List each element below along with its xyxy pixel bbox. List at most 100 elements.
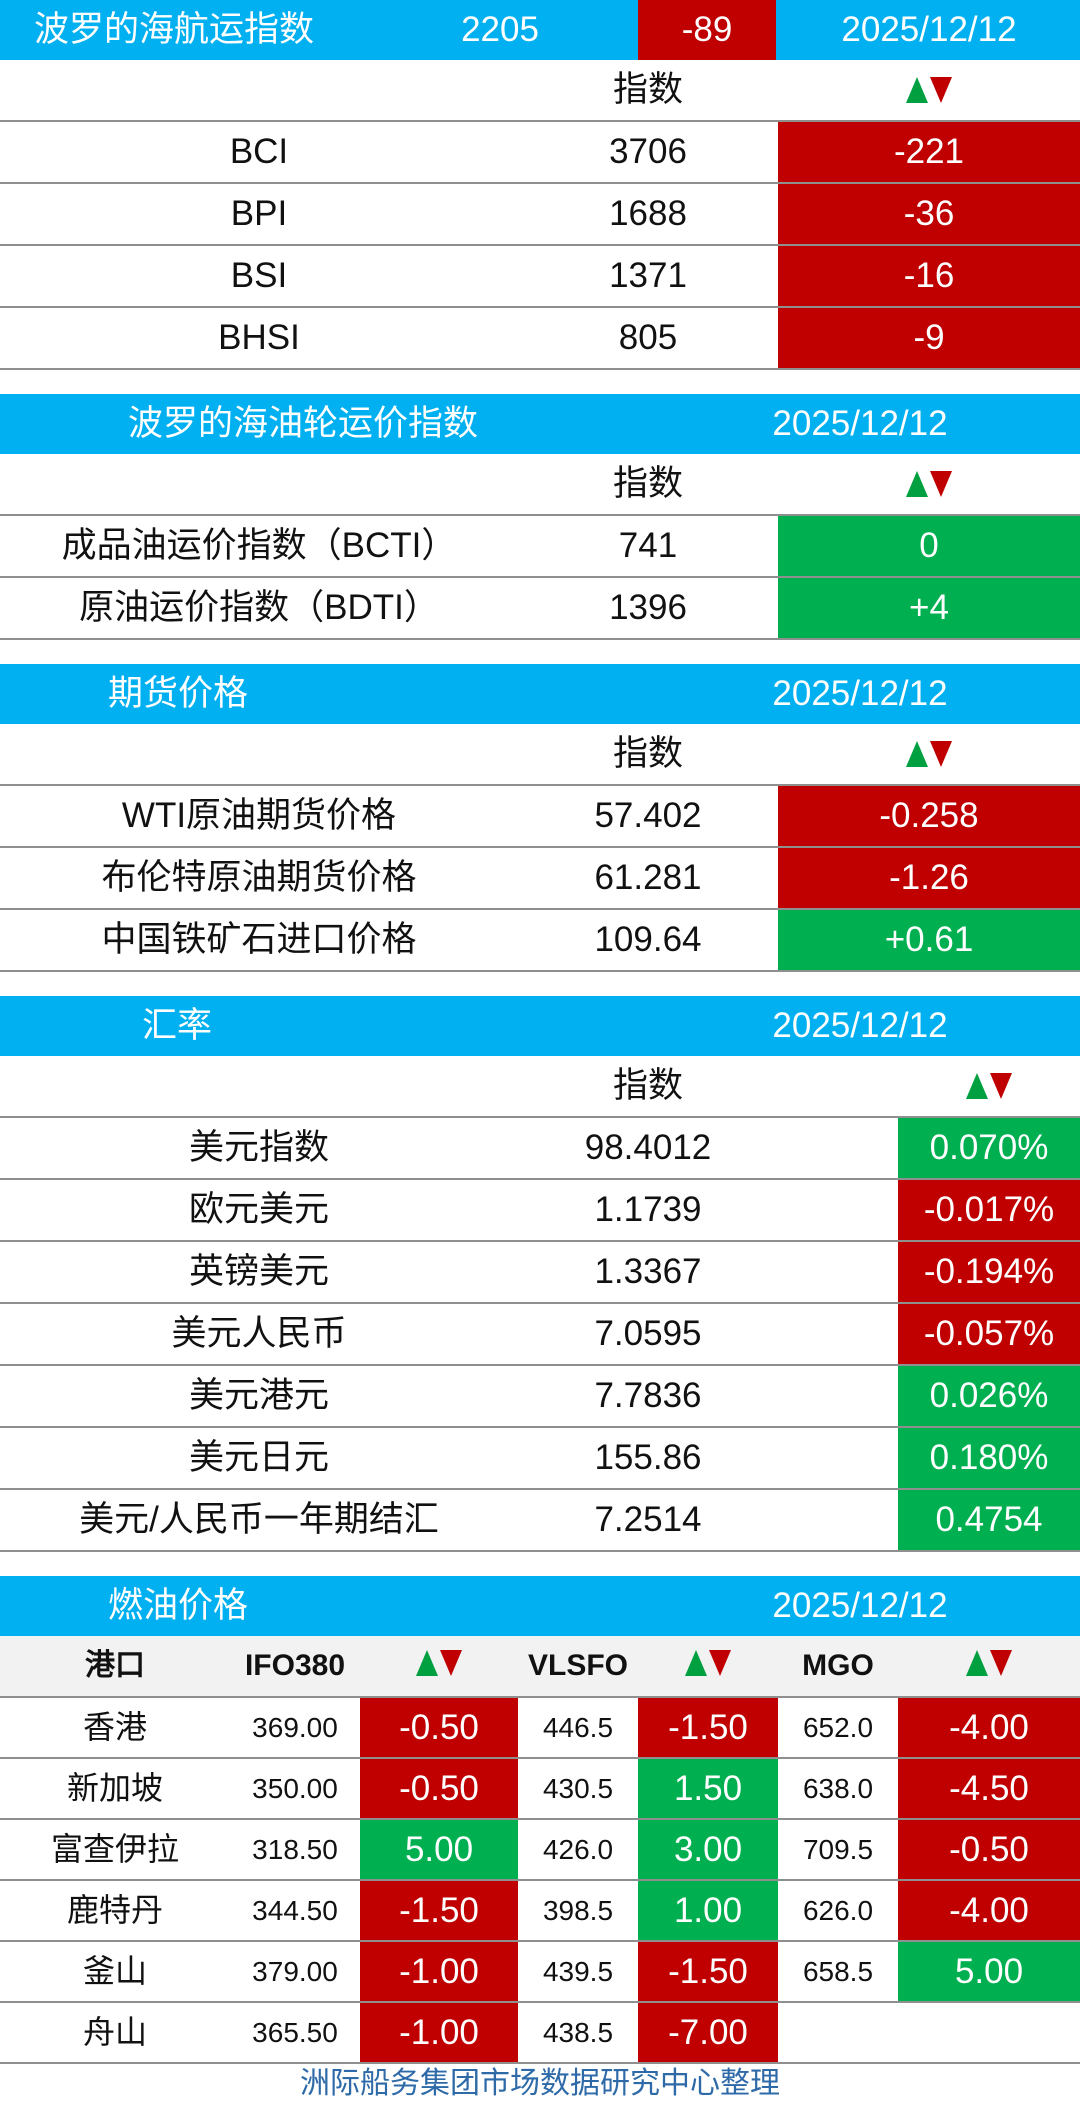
- row-label: BCI: [229, 132, 289, 171]
- vlsfo-price: 446.5: [542, 1712, 614, 1743]
- ifo380-header: IFO380: [244, 1649, 346, 1682]
- port-header: 港口: [85, 1649, 145, 1682]
- table-row: 欧元美元 1.1739 -0.017%: [0, 1180, 1080, 1242]
- table-row: 中国铁矿石进口价格 109.64 +0.61: [0, 910, 1080, 972]
- table-row: 美元港元 7.7836 0.026%: [0, 1366, 1080, 1428]
- table-row: BSI 1371 -16: [0, 246, 1080, 308]
- column-index-label: 指数: [612, 734, 683, 773]
- trend-arrows-icon: [778, 454, 1080, 514]
- mgo-change: -4.50: [898, 1759, 1080, 1818]
- row-value: 1396: [609, 588, 687, 627]
- baltic-dry-section: 波罗的海航运指数 2205 -89 2025/12/12 指数 BCI 3706 -…: [0, 0, 1080, 370]
- table-row: WTI原油期货价格 57.402 -0.258: [0, 786, 1080, 848]
- mgo-price: 638.0: [802, 1773, 874, 1804]
- row-label: BPI: [230, 194, 288, 233]
- row-value: 1.1739: [594, 1190, 702, 1229]
- table-row: 美元日元 155.86 0.180%: [0, 1428, 1080, 1490]
- row-value: 57.402: [594, 796, 702, 835]
- index-change: -89: [638, 0, 776, 60]
- table-row: BCI 3706 -221: [0, 122, 1080, 184]
- row-label: 成品油运价指数（BCTI）: [61, 526, 457, 565]
- section-date: 2025/12/12: [772, 674, 948, 713]
- row-label: 中国铁矿石进口价格: [101, 920, 417, 959]
- fuel-row: 富查伊拉 318.50 5.00 426.0 3.00 709.5 -0.50: [0, 1820, 1080, 1881]
- row-label: 美元港元: [188, 1376, 329, 1415]
- vlsfo-change: 1.00: [638, 1881, 778, 1940]
- row-change: -36: [778, 184, 1080, 244]
- fuel-row: 舟山 365.50 -1.00 438.5 -7.00: [0, 2003, 1080, 2064]
- ifo380-price: 350.00: [252, 1773, 338, 1804]
- vlsfo-change: -7.00: [638, 2003, 778, 2062]
- fuel-row: 鹿特丹 344.50 -1.50 398.5 1.00 626.0 -4.00: [0, 1881, 1080, 1942]
- mgo-price: 658.5: [802, 1956, 874, 1987]
- row-change: 0.4754: [898, 1490, 1080, 1550]
- tanker-header: 波罗的海油轮运价指数 2025/12/12: [0, 394, 1080, 454]
- mgo-header: MGO: [802, 1649, 874, 1682]
- section-title: 汇率: [142, 1006, 213, 1045]
- row-change: 0.070%: [898, 1118, 1080, 1178]
- row-change: -16: [778, 246, 1080, 306]
- fuel-row: 釜山 379.00 -1.00 439.5 -1.50 658.5 5.00: [0, 1942, 1080, 2003]
- ifo380-price: 318.50: [252, 1834, 338, 1865]
- vlsfo-price: 430.5: [542, 1773, 614, 1804]
- index-value: 2205: [461, 10, 539, 49]
- mgo-price: 652.0: [802, 1712, 874, 1743]
- row-value: 61.281: [594, 858, 702, 897]
- ifo380-change: -1.00: [360, 2003, 518, 2062]
- port-name: 新加坡: [66, 1770, 163, 1806]
- mgo-price: 626.0: [802, 1895, 874, 1926]
- column-header-row: 指数: [0, 454, 1080, 516]
- row-value: 1371: [609, 256, 687, 295]
- row-label: WTI原油期货价格: [121, 796, 397, 835]
- vlsfo-header: VLSFO: [527, 1649, 628, 1682]
- row-value: 7.7836: [594, 1376, 702, 1415]
- mgo-change: -4.00: [898, 1881, 1080, 1940]
- row-label: 英镑美元: [188, 1252, 329, 1291]
- row-change: +4: [778, 578, 1080, 638]
- row-value: 7.0595: [594, 1314, 702, 1353]
- row-value: 3706: [609, 132, 687, 171]
- section-title: 燃油价格: [108, 1586, 249, 1625]
- futures-header: 期货价格 2025/12/12: [0, 664, 1080, 724]
- table-row: 美元人民币 7.0595 -0.057%: [0, 1304, 1080, 1366]
- section-title: 波罗的海油轮运价指数: [128, 404, 479, 443]
- row-change: -1.26: [778, 848, 1080, 908]
- row-change: 0.026%: [898, 1366, 1080, 1426]
- table-row: 布伦特原油期货价格 61.281 -1.26: [0, 848, 1080, 910]
- ifo380-change: -1.00: [360, 1942, 518, 2001]
- row-change: 0: [778, 516, 1080, 576]
- row-value: 805: [618, 318, 678, 357]
- port-name: 鹿特丹: [66, 1892, 163, 1928]
- row-label: 欧元美元: [188, 1190, 329, 1229]
- table-row: BHSI 805 -9: [0, 308, 1080, 370]
- fuel-section: 燃油价格 2025/12/12 港口 IFO380 VLSFO MGO 香港 36…: [0, 1576, 1080, 2064]
- row-value: 1688: [609, 194, 687, 233]
- vlsfo-change: -1.50: [638, 1942, 778, 2001]
- vlsfo-price: 426.0: [542, 1834, 614, 1865]
- futures-section: 期货价格 2025/12/12 指数 WTI原油期货价格 57.402 -0.258…: [0, 664, 1080, 972]
- row-label: 美元/人民币一年期结汇: [79, 1500, 439, 1539]
- table-row: 原油运价指数（BDTI） 1396 +4: [0, 578, 1080, 640]
- row-label: BSI: [230, 256, 288, 295]
- ifo380-price: 369.00: [252, 1712, 338, 1743]
- port-name: 釜山: [82, 1953, 147, 1989]
- ifo380-change: -0.50: [360, 1759, 518, 1818]
- section-title: 期货价格: [108, 674, 249, 713]
- ifo380-change: 5.00: [360, 1820, 518, 1879]
- row-label: 美元指数: [188, 1128, 329, 1167]
- ifo380-change: -1.50: [360, 1881, 518, 1940]
- row-change: -9: [778, 308, 1080, 368]
- fuel-column-header-row: 港口 IFO380 VLSFO MGO: [0, 1636, 1080, 1698]
- vlsfo-price: 439.5: [542, 1956, 614, 1987]
- section-date: 2025/12/12: [772, 1006, 948, 1045]
- table-row: 美元/人民币一年期结汇 7.2514 0.4754: [0, 1490, 1080, 1552]
- section-title: 波罗的海航运指数: [34, 10, 315, 49]
- row-label: 美元日元: [188, 1438, 329, 1477]
- column-header-row: 指数: [0, 60, 1080, 122]
- trend-arrows-icon: [778, 724, 1080, 784]
- section-date: 2025/12/12: [772, 404, 948, 443]
- baltic-dry-header: 波罗的海航运指数 2205 -89 2025/12/12: [0, 0, 1080, 60]
- vlsfo-change: 3.00: [638, 1820, 778, 1879]
- column-index-label: 指数: [612, 1066, 683, 1105]
- row-value: 1.3367: [594, 1252, 702, 1291]
